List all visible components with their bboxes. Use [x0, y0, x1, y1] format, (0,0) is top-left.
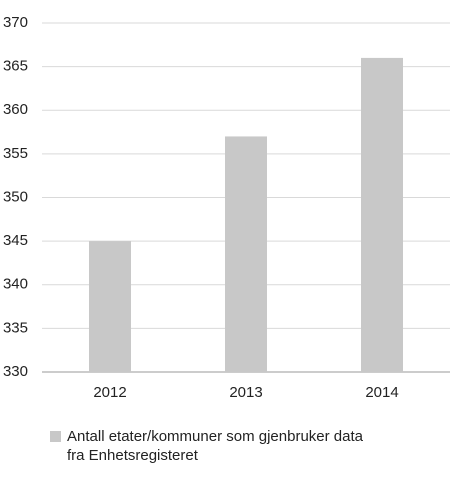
- y-tick-label: 350: [3, 188, 28, 205]
- legend: Antall etater/kommuner som gjenbruker da…: [50, 427, 367, 465]
- y-tick-label: 370: [3, 14, 28, 31]
- y-tick-label: 355: [3, 145, 28, 162]
- y-tick-label: 340: [3, 276, 28, 293]
- y-tick-label: 330: [3, 363, 28, 380]
- x-tick-label: 2012: [93, 384, 126, 401]
- bar: [361, 57, 403, 373]
- y-tick-label: 365: [3, 58, 28, 75]
- x-tick-label: 2013: [229, 384, 262, 401]
- y-tick-label: 360: [3, 101, 28, 118]
- legend-label: Antall etater/kommuner som gjenbruker da…: [67, 428, 363, 464]
- x-tick-label: 2014: [365, 384, 398, 401]
- bar: [89, 241, 131, 372]
- y-tick-label: 335: [3, 319, 28, 336]
- legend-swatch: [50, 431, 61, 442]
- bar: [225, 136, 267, 372]
- y-tick-label: 345: [3, 232, 28, 249]
